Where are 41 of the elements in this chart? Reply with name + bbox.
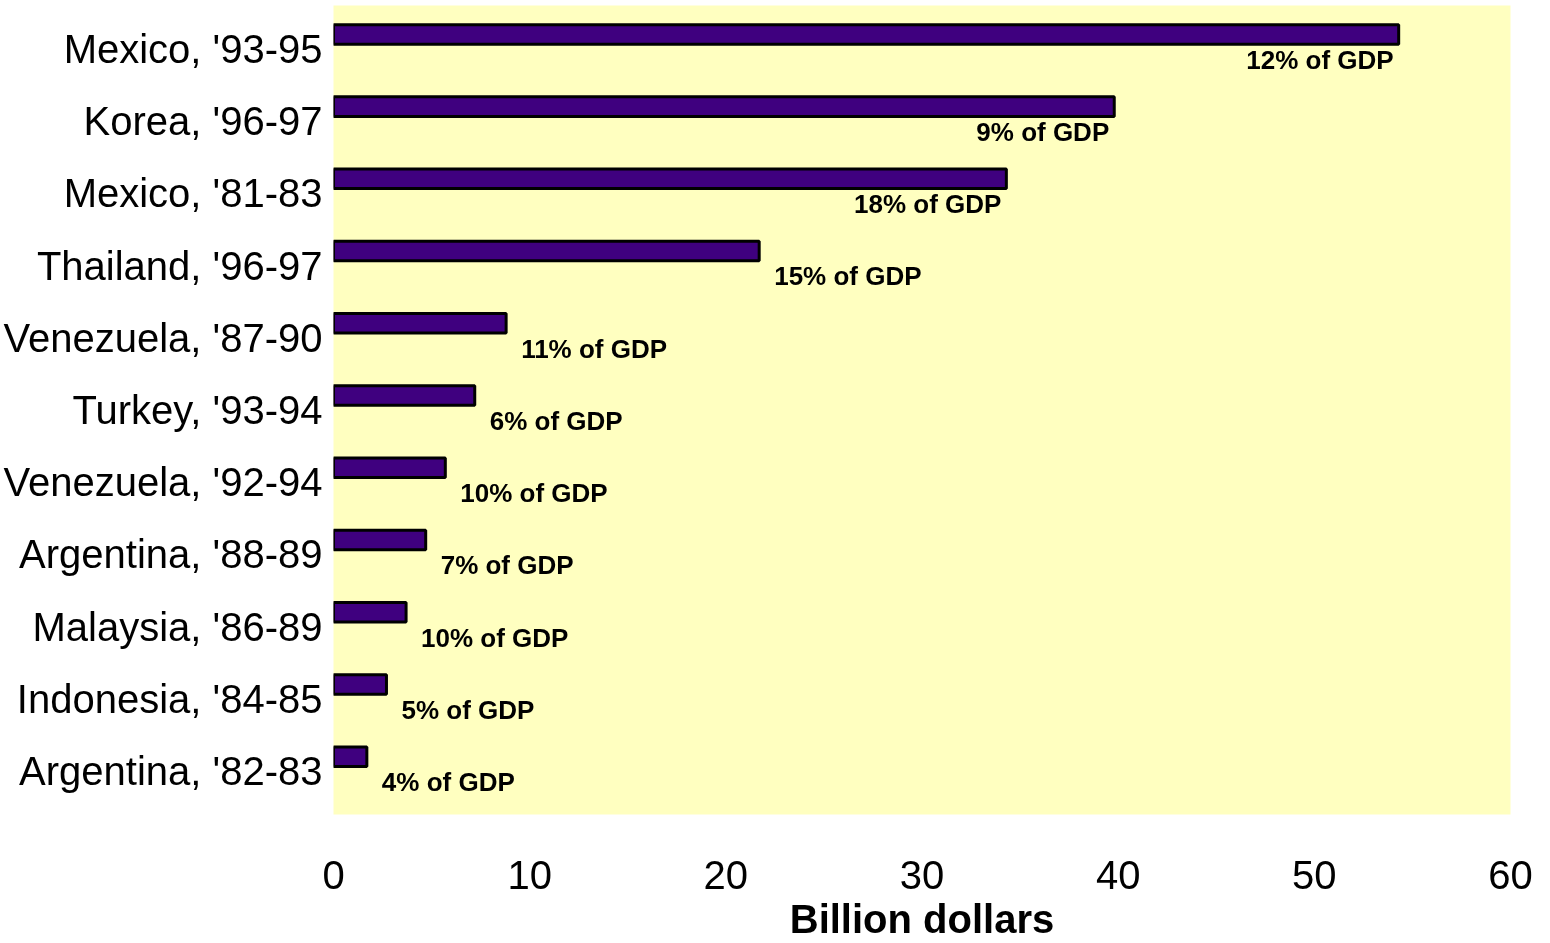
y-tick-label: Argentina, '82-83: [19, 749, 323, 794]
y-tick-label: Malaysia, '86-89: [32, 604, 323, 649]
x-tick-label: 30: [899, 852, 945, 897]
bar: [333, 312, 508, 335]
annotation: 10% of GDP: [421, 622, 569, 653]
x-tick-label: 60: [1488, 852, 1533, 897]
bar: [333, 456, 447, 480]
x-axis-title: Billion dollars: [789, 896, 1055, 941]
y-tick-label: Mexico, '81-83: [63, 171, 323, 216]
bar: [333, 745, 369, 768]
x-tick-label: 10: [507, 852, 552, 897]
y-tick-label: Venezuela, '87-90: [3, 315, 323, 360]
bar: [333, 95, 1116, 118]
annotation: 6% of GDP: [489, 405, 623, 436]
x-tick-label: 40: [1095, 852, 1141, 897]
y-tick-label: Indonesia, '84-85: [16, 676, 323, 721]
y-tick-label: Argentina, '88-89: [19, 532, 323, 577]
y-tick-label: Korea, '96-97: [83, 99, 323, 144]
annotation: 18% of GDP: [853, 189, 1002, 220]
annotation: 9% of GDP: [976, 116, 1110, 147]
annotation: 10% of GDP: [460, 478, 608, 509]
y-tick-label: Mexico, '93-95: [63, 26, 323, 71]
bar: [333, 23, 1401, 46]
y-tick-label: Thailand, '96-97: [36, 243, 323, 288]
annotation: 7% of GDP: [440, 550, 574, 581]
bar: [333, 601, 408, 624]
annotation: 4% of GDP: [381, 767, 515, 797]
x-tick-label: 0: [322, 852, 345, 897]
annotation: 12% of GDP: [1246, 44, 1394, 75]
bar: [333, 239, 761, 263]
bar: [333, 167, 1008, 191]
annotation: 15% of GDP: [774, 261, 922, 292]
annotation: 5% of GDP: [401, 694, 535, 725]
y-tick-label: Venezuela, '92-94: [3, 460, 323, 505]
x-tick-label: 20: [703, 852, 749, 897]
y-tick-label: Turkey, '93-94: [72, 388, 323, 432]
annotation: 11% of GDP: [521, 333, 668, 364]
x-tick-label: 50: [1292, 852, 1337, 897]
bar: [333, 528, 428, 552]
bar: [333, 673, 388, 696]
bar: [333, 384, 477, 407]
